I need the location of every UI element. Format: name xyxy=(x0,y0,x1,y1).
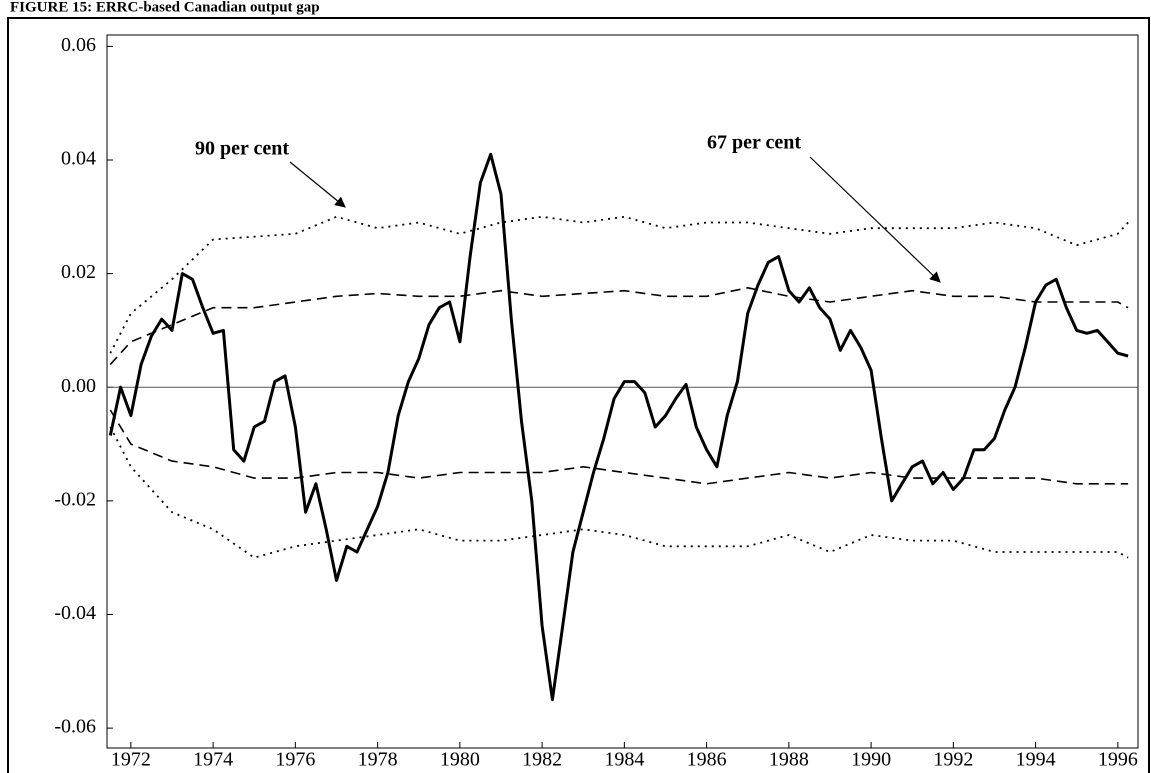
y-tick-label: 0.02 xyxy=(61,261,96,283)
annotation-arrow xyxy=(809,156,941,283)
y-tick-label: -0.06 xyxy=(54,716,96,738)
x-tick-label: 1982 xyxy=(522,749,562,771)
y-tick-label: -0.04 xyxy=(54,602,96,624)
y-tick-label: 0.04 xyxy=(61,148,96,170)
x-tick-label: 1990 xyxy=(851,749,891,771)
x-tick-label: 1984 xyxy=(604,749,644,771)
series-line xyxy=(108,152,1129,702)
chart-title: FIGURE 15: ERRC-based Canadian output ga… xyxy=(10,0,320,15)
x-tick-label: 1992 xyxy=(933,749,973,771)
series-line xyxy=(109,287,1129,366)
x-tick-label: 1972 xyxy=(111,749,151,771)
x-tick-label: 1996 xyxy=(1098,749,1138,771)
annotation: 90 per cent xyxy=(195,138,289,160)
x-tick-label: 1986 xyxy=(687,749,727,771)
annotation-arrow xyxy=(289,161,346,208)
x-tick-label: 1988 xyxy=(769,749,809,771)
x-tick-label: 1994 xyxy=(1016,749,1056,771)
plot-frame xyxy=(106,34,1139,749)
series-line xyxy=(109,215,1129,354)
series-line xyxy=(109,409,1129,485)
x-tick-label: 1974 xyxy=(193,749,233,771)
series-line xyxy=(109,426,1129,559)
annotation: 67 per cent xyxy=(707,132,801,154)
x-tick-label: 1980 xyxy=(440,749,480,771)
y-tick-label: 0.00 xyxy=(61,375,96,397)
y-tick-label: 0.06 xyxy=(61,34,96,56)
y-tick-label: -0.02 xyxy=(54,488,96,510)
outer-border xyxy=(7,17,1150,773)
x-tick-label: 1978 xyxy=(358,749,398,771)
x-tick-label: 1976 xyxy=(275,749,315,771)
